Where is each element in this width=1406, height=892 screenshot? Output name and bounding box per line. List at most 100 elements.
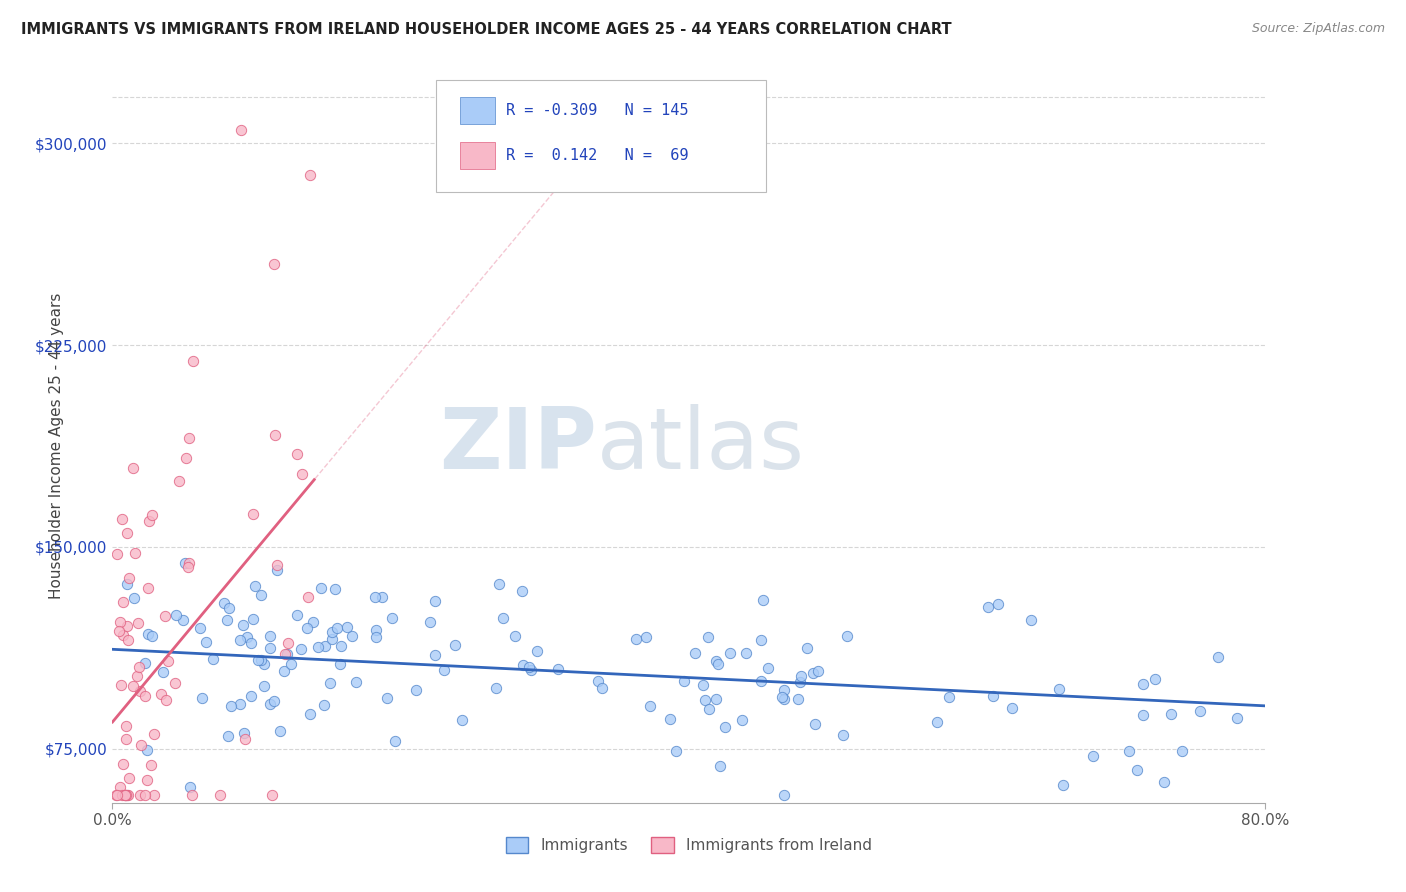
Point xyxy=(263,257,285,271)
Point xyxy=(299,168,322,182)
Point xyxy=(927,714,949,729)
Point xyxy=(731,713,754,727)
Point xyxy=(156,654,179,668)
Point xyxy=(122,591,145,605)
Point xyxy=(512,657,534,672)
Text: ZIP: ZIP xyxy=(439,404,596,488)
Point xyxy=(1160,707,1182,722)
Point xyxy=(371,590,394,604)
Point xyxy=(136,627,159,641)
Point xyxy=(756,660,779,674)
Point xyxy=(177,559,200,574)
Point xyxy=(141,508,163,523)
Point xyxy=(249,653,271,667)
Point xyxy=(118,571,141,585)
Point xyxy=(239,690,262,704)
Point xyxy=(165,607,187,622)
Point xyxy=(520,663,543,677)
Point xyxy=(105,547,128,561)
Point xyxy=(981,690,1004,704)
Point xyxy=(276,647,298,661)
Point xyxy=(127,616,149,631)
Point xyxy=(152,665,174,679)
Text: Source: ZipAtlas.com: Source: ZipAtlas.com xyxy=(1251,22,1385,36)
Point xyxy=(695,693,717,707)
Point xyxy=(697,702,720,716)
Point xyxy=(1206,650,1229,665)
Point xyxy=(591,681,613,696)
Point xyxy=(807,664,830,678)
Point xyxy=(714,720,737,734)
Point xyxy=(1170,744,1192,758)
Point xyxy=(837,629,859,643)
Point xyxy=(1188,704,1211,718)
Point xyxy=(423,648,446,663)
Point xyxy=(295,621,318,635)
Point xyxy=(117,788,139,802)
Point xyxy=(1132,707,1154,722)
Point xyxy=(423,594,446,608)
Point xyxy=(259,698,281,712)
Point xyxy=(503,629,526,643)
Point xyxy=(751,673,773,688)
Point xyxy=(517,659,540,673)
Point xyxy=(212,596,235,610)
Point xyxy=(492,611,515,625)
Point xyxy=(273,664,295,678)
Point xyxy=(110,678,132,692)
Point xyxy=(105,788,128,802)
Point xyxy=(219,698,242,713)
Point xyxy=(749,632,772,647)
Point xyxy=(150,687,173,701)
Point xyxy=(201,651,224,665)
Point xyxy=(108,624,131,638)
Point xyxy=(1132,677,1154,691)
Point xyxy=(233,731,256,746)
Point xyxy=(787,691,810,706)
Point xyxy=(485,681,508,695)
Text: atlas: atlas xyxy=(596,404,804,488)
Point xyxy=(510,584,533,599)
Point xyxy=(938,690,960,705)
Point xyxy=(1052,778,1074,792)
Point xyxy=(236,631,259,645)
Point xyxy=(977,600,1000,615)
Point xyxy=(336,620,359,634)
Point xyxy=(163,676,186,690)
Point xyxy=(330,640,353,654)
Point xyxy=(108,780,131,795)
Point xyxy=(433,663,456,677)
Point xyxy=(134,788,156,802)
Point xyxy=(181,788,204,802)
Point xyxy=(659,712,682,726)
Point xyxy=(122,680,145,694)
Point xyxy=(135,743,157,757)
Point xyxy=(105,788,128,802)
Point xyxy=(250,588,273,602)
Point xyxy=(419,615,441,630)
Point xyxy=(526,644,548,658)
Point xyxy=(136,581,159,595)
Point xyxy=(634,630,657,644)
Point xyxy=(770,690,793,704)
Point xyxy=(309,581,332,595)
Point xyxy=(112,595,135,609)
Point xyxy=(177,556,200,570)
Point xyxy=(804,716,827,731)
Point xyxy=(141,629,163,643)
Point xyxy=(118,771,141,785)
Point xyxy=(1143,673,1166,687)
Point xyxy=(218,600,240,615)
Point xyxy=(191,691,214,706)
Point xyxy=(752,593,775,607)
Point xyxy=(696,630,718,644)
Text: R = -0.309   N = 145: R = -0.309 N = 145 xyxy=(506,103,689,118)
Point xyxy=(326,621,349,635)
Point xyxy=(181,353,204,368)
Point xyxy=(1047,682,1070,697)
Point xyxy=(114,732,136,747)
Point xyxy=(321,624,343,639)
Point xyxy=(114,788,136,802)
Point xyxy=(772,691,794,706)
Point xyxy=(364,623,387,637)
